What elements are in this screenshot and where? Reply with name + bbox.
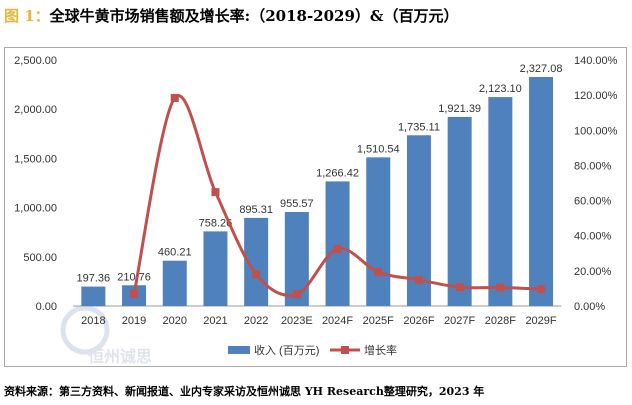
bar-data-label: 895.31 — [239, 204, 273, 216]
right-axis-tick: 100.00% — [574, 125, 618, 137]
bar-data-label: 460.21 — [158, 247, 192, 259]
bar-data-label: 210.76 — [117, 271, 151, 283]
legend-line-label: 增长率 — [364, 343, 397, 357]
legend-line-marker — [341, 346, 349, 354]
x-axis-tick: 2021 — [203, 315, 227, 327]
bar-2020 — [162, 260, 187, 306]
growth-rate-marker — [333, 244, 342, 253]
growth-rate-marker — [130, 290, 139, 299]
left-axis-tick: 1,500.00 — [14, 153, 57, 165]
bar-data-label: 1,510.54 — [357, 143, 400, 155]
x-axis-tick: 2023E — [281, 315, 313, 327]
bar-2018 — [81, 286, 106, 306]
bar-data-label: 955.57 — [280, 198, 314, 210]
left-axis-tick: 2,500.00 — [14, 55, 57, 67]
growth-rate-marker — [252, 270, 261, 279]
x-axis-tick: 2022 — [244, 315, 268, 327]
right-axis-tick: 140.00% — [574, 55, 618, 67]
title-text: 全球牛黄市场销售额及增长率:（2018-2029）&（百万元） — [49, 7, 459, 25]
x-axis-tick: 2025F — [363, 315, 394, 327]
source-note: 资料来源：第三方资料、新闻报道、业内专家采访及恒州诚思 YH Research整… — [4, 385, 485, 398]
x-axis-tick: 2027F — [444, 315, 475, 327]
bar-data-label: 1,921.39 — [438, 103, 481, 115]
x-axis-tick: 2029F — [525, 315, 556, 327]
right-axis-tick: 60.00% — [574, 196, 612, 208]
x-axis-tick: 2019 — [122, 315, 146, 327]
growth-rate-marker — [374, 268, 383, 277]
x-axis-tick: 2020 — [163, 315, 187, 327]
watermark-text: 恒州诚思 — [88, 347, 152, 366]
bar-data-label: 1,266.42 — [316, 167, 359, 179]
growth-rate-marker — [455, 283, 464, 292]
x-axis-tick: 2018 — [81, 315, 105, 327]
left-axis-tick: 0.00 — [36, 301, 57, 313]
bar-2025F — [366, 157, 391, 306]
left-axis-tick: 2,000.00 — [14, 104, 57, 116]
right-axis-tick: 80.00% — [574, 160, 612, 172]
growth-rate-marker — [537, 285, 546, 294]
bar-data-label: 1,735.11 — [398, 121, 440, 133]
x-axis-tick: 2024F — [322, 315, 353, 327]
watermark-logo-icon — [60, 305, 110, 355]
growth-rate-marker — [496, 283, 505, 292]
legend-bar-label: 收入 (百万元) — [254, 343, 319, 357]
growth-rate-marker — [170, 93, 179, 102]
figure-label: 图 1： — [4, 7, 50, 25]
bar-data-label: 758.26 — [199, 217, 233, 229]
growth-rate-marker — [414, 275, 423, 284]
growth-rate-marker — [292, 290, 301, 299]
bar-data-label: 2,327.08 — [520, 63, 563, 75]
bar-data-label: 197.36 — [77, 273, 111, 285]
x-axis-tick: 2028F — [485, 315, 516, 327]
growth-rate-marker — [211, 188, 220, 197]
left-axis-tick: 500.00 — [23, 252, 57, 264]
x-axis-tick: 2026F — [403, 315, 434, 327]
right-axis-tick: 20.00% — [574, 266, 612, 278]
left-axis-tick: 1,000.00 — [14, 203, 57, 215]
right-axis-tick: 0.00% — [574, 301, 605, 313]
bar-data-label: 2,123.10 — [479, 83, 522, 95]
chart-frame — [4, 47, 627, 367]
chart-title: 图 1：全球牛黄市场销售额及增长率:（2018-2029）&（百万元） — [4, 5, 458, 26]
bar-2028F — [488, 97, 513, 306]
legend-bar-swatch — [228, 346, 250, 354]
right-axis-tick: 120.00% — [574, 90, 618, 102]
bar-2024F — [325, 181, 350, 306]
bar-2021 — [203, 231, 228, 306]
bar-2027F — [447, 116, 472, 306]
bar-2029F — [529, 77, 554, 307]
right-axis-tick: 40.00% — [574, 231, 612, 243]
